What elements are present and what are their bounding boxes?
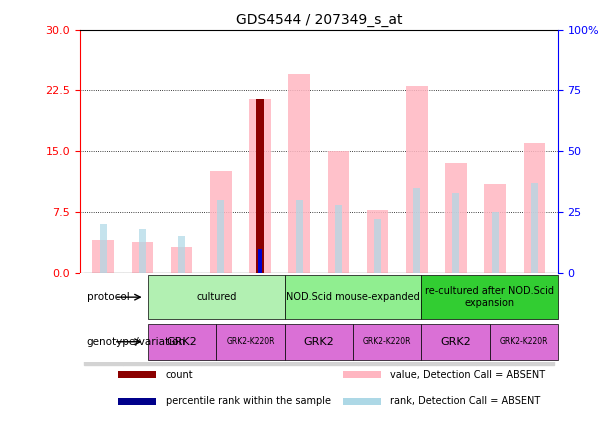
Text: rank, Detection Call = ABSENT: rank, Detection Call = ABSENT xyxy=(390,396,541,406)
Bar xyxy=(171,247,192,273)
Bar xyxy=(288,74,310,273)
Bar xyxy=(100,224,107,273)
Bar xyxy=(413,188,421,273)
Bar xyxy=(249,99,271,273)
Bar xyxy=(178,236,185,273)
Text: GRK2: GRK2 xyxy=(167,337,197,347)
Bar xyxy=(93,240,114,273)
Bar xyxy=(421,324,490,360)
Bar xyxy=(524,143,545,273)
Bar xyxy=(436,273,476,365)
Bar xyxy=(353,324,421,360)
Bar xyxy=(210,171,232,273)
Bar xyxy=(148,324,216,360)
Bar xyxy=(367,210,388,273)
Bar xyxy=(343,371,381,378)
Bar xyxy=(132,242,153,273)
Bar xyxy=(319,273,358,365)
Bar xyxy=(256,192,264,273)
Bar xyxy=(515,273,554,365)
Bar xyxy=(358,273,397,365)
Bar xyxy=(162,273,201,365)
Text: cultured: cultured xyxy=(196,292,237,302)
Text: NOD.Scid mouse-expanded: NOD.Scid mouse-expanded xyxy=(286,292,420,302)
Bar xyxy=(490,324,558,360)
Text: percentile rank within the sample: percentile rank within the sample xyxy=(166,396,331,406)
Bar xyxy=(284,324,353,360)
Bar xyxy=(118,398,156,404)
Bar xyxy=(452,192,460,273)
Bar xyxy=(327,151,349,273)
Bar xyxy=(531,183,538,273)
Bar xyxy=(295,200,303,273)
Bar xyxy=(280,273,319,365)
Text: GRK2-K220R: GRK2-K220R xyxy=(363,337,411,346)
Bar xyxy=(484,184,506,273)
Text: value, Detection Call = ABSENT: value, Detection Call = ABSENT xyxy=(390,370,546,379)
Bar xyxy=(217,200,224,273)
Bar xyxy=(216,324,284,360)
Text: GRK2: GRK2 xyxy=(440,337,471,347)
Bar xyxy=(118,371,156,378)
Text: protocol: protocol xyxy=(86,292,129,302)
Text: GRK2-K220R: GRK2-K220R xyxy=(500,337,548,346)
Bar xyxy=(421,275,558,319)
Text: re-cultured after NOD.Scid
expansion: re-cultured after NOD.Scid expansion xyxy=(425,286,554,308)
Bar xyxy=(256,99,264,273)
Bar xyxy=(139,229,146,273)
Text: genotype/variation: genotype/variation xyxy=(86,337,186,347)
Bar xyxy=(201,273,240,365)
Bar xyxy=(476,273,515,365)
Bar xyxy=(335,205,342,273)
Bar xyxy=(406,86,427,273)
Bar xyxy=(148,275,284,319)
Bar xyxy=(258,249,262,273)
Text: GRK2: GRK2 xyxy=(303,337,334,347)
Bar xyxy=(123,273,162,365)
Bar xyxy=(83,273,123,365)
Bar xyxy=(284,275,421,319)
Text: GRK2-K220R: GRK2-K220R xyxy=(226,337,275,346)
Bar xyxy=(445,163,466,273)
Bar xyxy=(397,273,436,365)
Bar xyxy=(343,398,381,404)
Bar xyxy=(240,273,280,365)
Bar xyxy=(374,220,381,273)
Bar xyxy=(492,212,498,273)
Title: GDS4544 / 207349_s_at: GDS4544 / 207349_s_at xyxy=(235,13,402,27)
Text: count: count xyxy=(166,370,193,379)
